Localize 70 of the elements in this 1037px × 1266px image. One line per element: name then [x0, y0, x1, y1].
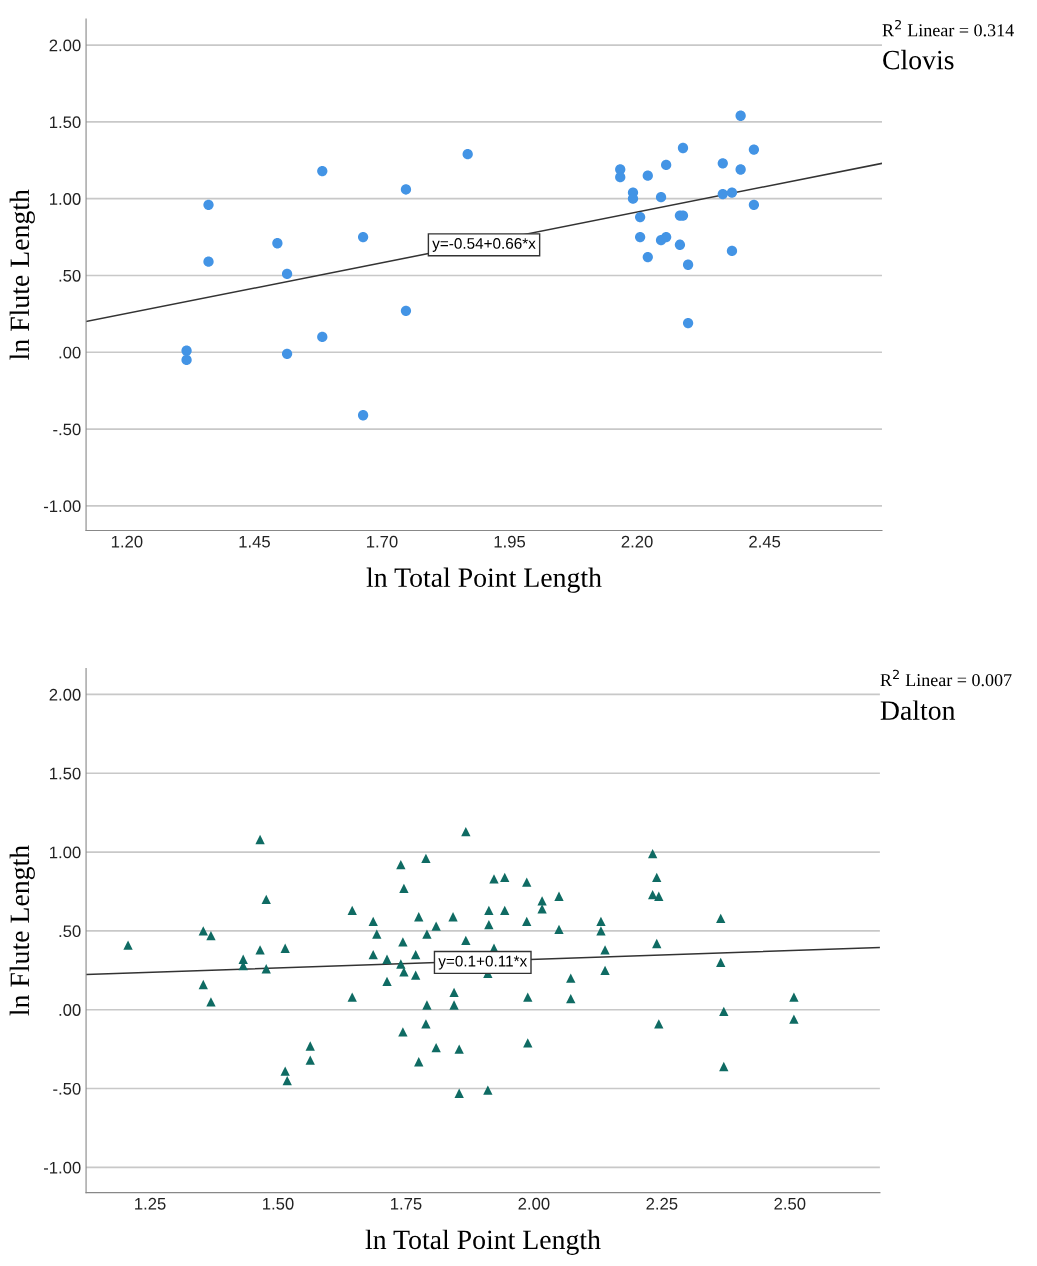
x-tick-label: 1.25 [135, 1197, 166, 1210]
point [203, 199, 214, 210]
x-tick-label: 1.95 [494, 535, 526, 548]
point [642, 170, 653, 181]
point [272, 238, 283, 249]
point [281, 348, 293, 359]
annotation: y=-0.54+0.66*x [432, 238, 536, 252]
x-tick-label: 1.20 [111, 535, 143, 548]
y-tick-label: 1.50 [50, 116, 81, 129]
x-tick-label: 1.50 [263, 1197, 294, 1210]
point [203, 256, 214, 267]
point [615, 172, 626, 183]
y-tick-label: 1.00 [50, 846, 81, 859]
text: Dalton [880, 700, 956, 720]
y-tick-label: 1.00 [50, 193, 81, 205]
y-tick-label: 2.00 [49, 39, 81, 52]
y-tick-label: -.50 [53, 423, 81, 436]
y-tick-label: 1.50 [50, 767, 81, 780]
y-tick-label: .50 [59, 925, 81, 938]
point [726, 245, 738, 257]
x-tick-label: 2.00 [518, 1197, 550, 1210]
point [682, 317, 694, 329]
point [634, 231, 646, 243]
y-tick-label: .00 [59, 346, 81, 359]
x-tick-label: 1.45 [239, 535, 270, 548]
point [735, 164, 746, 175]
point [735, 110, 746, 121]
point [317, 331, 328, 343]
point [674, 239, 686, 250]
point [717, 188, 728, 200]
point [748, 199, 760, 210]
x-tick-label: 2.50 [774, 1197, 806, 1210]
x-tick-label: 2.45 [749, 535, 781, 548]
point [462, 149, 473, 160]
point [642, 251, 653, 263]
text: Clovis [883, 49, 954, 70]
point [661, 159, 672, 171]
x-tick-label: 2.20 [621, 535, 653, 548]
point [181, 345, 192, 356]
point [317, 165, 328, 177]
x-tick-label: 1.75 [391, 1198, 422, 1210]
point [677, 142, 689, 154]
point [726, 187, 738, 198]
y-tick-label: -1.00 [43, 1161, 81, 1174]
y-tick-label: 2.00 [49, 688, 81, 701]
point [400, 184, 412, 195]
y-axis-title: ln Flute Length [9, 189, 35, 360]
point [748, 144, 760, 155]
y-tick-label: -.50 [53, 1082, 81, 1095]
y-axis-title: ln Flute Length [9, 845, 35, 1016]
point [655, 192, 667, 203]
point [400, 305, 412, 316]
point [717, 158, 728, 169]
y-tick-label: -1.00 [43, 500, 81, 513]
x-tick-label: 2.25 [646, 1197, 678, 1210]
point [682, 259, 694, 270]
point [357, 410, 369, 421]
point [357, 231, 369, 243]
point [661, 231, 672, 243]
point [181, 354, 192, 366]
y-tick-label: .50 [59, 269, 81, 282]
text: R$^{2}$ Linear = 0.007 [880, 669, 1012, 687]
point [281, 268, 293, 280]
point [634, 211, 646, 223]
annotation: y=0.1+0.11*x [438, 955, 528, 970]
x-tick-label: 1.70 [367, 535, 398, 548]
y-tick-label: .00 [59, 1004, 81, 1016]
x-axis-title: ln Total Point Length [366, 567, 602, 593]
x-axis-title: ln Total Point Length [365, 1229, 601, 1255]
text: R$^{2}$ Linear = 0.314 [882, 19, 1014, 37]
